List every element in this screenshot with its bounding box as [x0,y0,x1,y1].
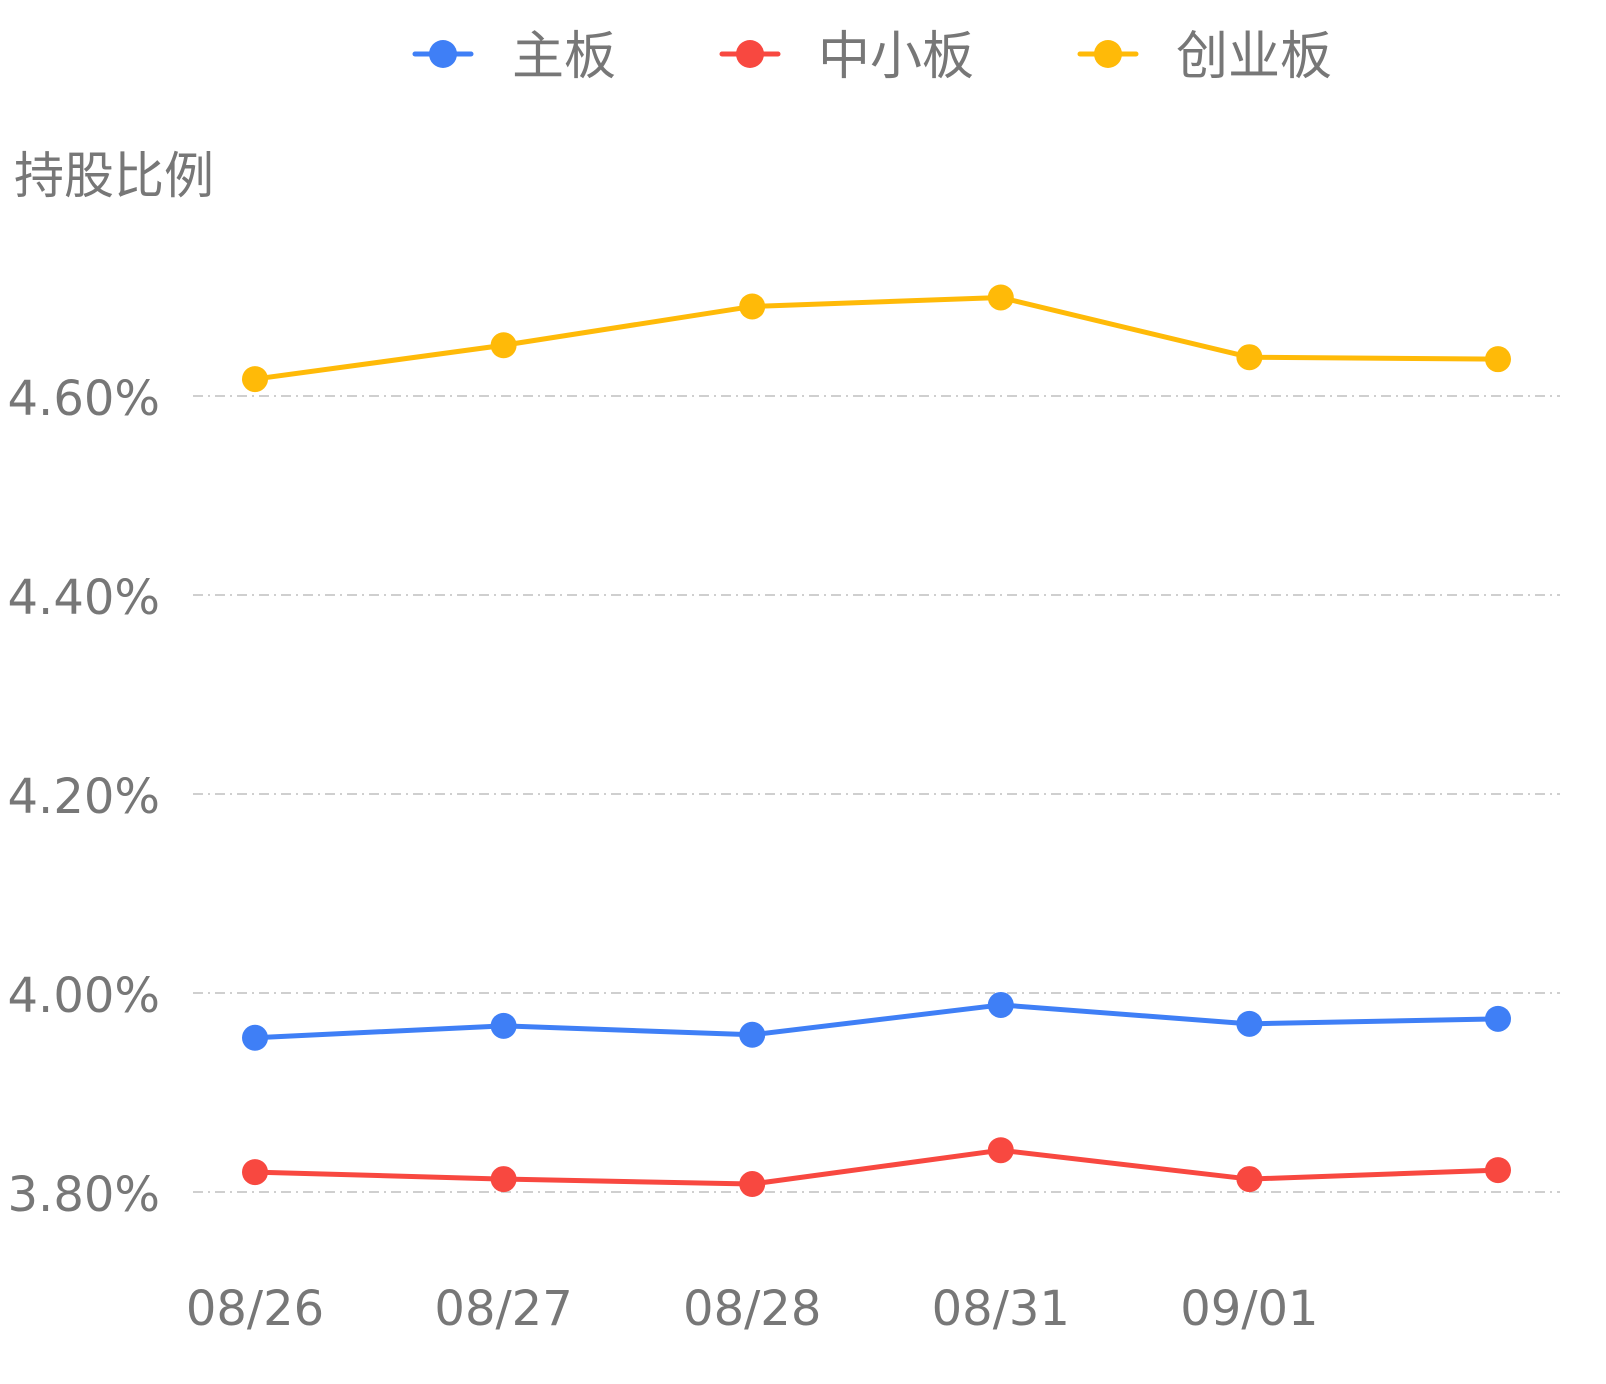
legend-marker-dot [429,40,457,68]
data-point [242,1024,268,1051]
data-point [1485,1157,1511,1184]
series-line [252,294,1501,382]
y-tick-label: 4.00% [8,968,160,1024]
legend-label: 创业板 [1176,27,1332,87]
series-中小板 [242,1137,1511,1198]
data-point [490,332,517,359]
data-point [1485,346,1511,373]
x-tick-label: 08/26 [186,1281,324,1337]
legend-marker-dot [1094,40,1122,68]
data-point [739,1171,766,1198]
data-point [1236,1166,1263,1193]
x-tick-label: 08/27 [434,1281,572,1337]
data-point [490,1012,517,1039]
y-tick-label: 4.60% [8,371,160,427]
legend-label: 主板 [512,27,616,87]
x-tick-label: 09/01 [1180,1281,1318,1337]
series-line [252,1147,1501,1187]
y-tick-label: 4.40% [8,570,160,626]
y-tick-label: 3.80% [8,1167,160,1223]
legend-label: 中小板 [818,27,974,87]
data-point [490,1166,517,1193]
x-tick-label: 08/31 [932,1281,1070,1337]
data-point [987,991,1014,1018]
series-创业板 [242,284,1511,393]
data-point [1236,344,1263,371]
legend-marker-dot [736,40,764,68]
series-line [252,1002,1501,1041]
y-tick-label: 4.20% [8,769,160,825]
data-point [987,284,1014,311]
series-layer [242,284,1511,1198]
data-point [987,1137,1014,1164]
y-axis-label: 持股比例 [14,147,214,205]
x-axis-ticks: 08/26 08/27 08/28 08/31 09/01 [186,1281,1319,1337]
data-point [739,1021,766,1048]
legend: 主板 中小板 创业板 [412,27,1332,87]
y-axis-ticks: 3.80% 4.00% 4.20% 4.40% 4.60% [8,371,160,1223]
legend-item-中小板: 中小板 [719,27,974,87]
legend-item-创业板: 创业板 [1077,27,1332,87]
gridlines [193,395,1560,1193]
legend-item-主板: 主板 [412,27,616,87]
x-tick-label: 08/28 [683,1281,821,1337]
series-主板 [242,991,1511,1051]
data-point [1485,1005,1511,1032]
data-point [739,293,766,320]
data-point [242,1159,268,1186]
data-point [1236,1010,1263,1037]
data-point [242,366,268,393]
